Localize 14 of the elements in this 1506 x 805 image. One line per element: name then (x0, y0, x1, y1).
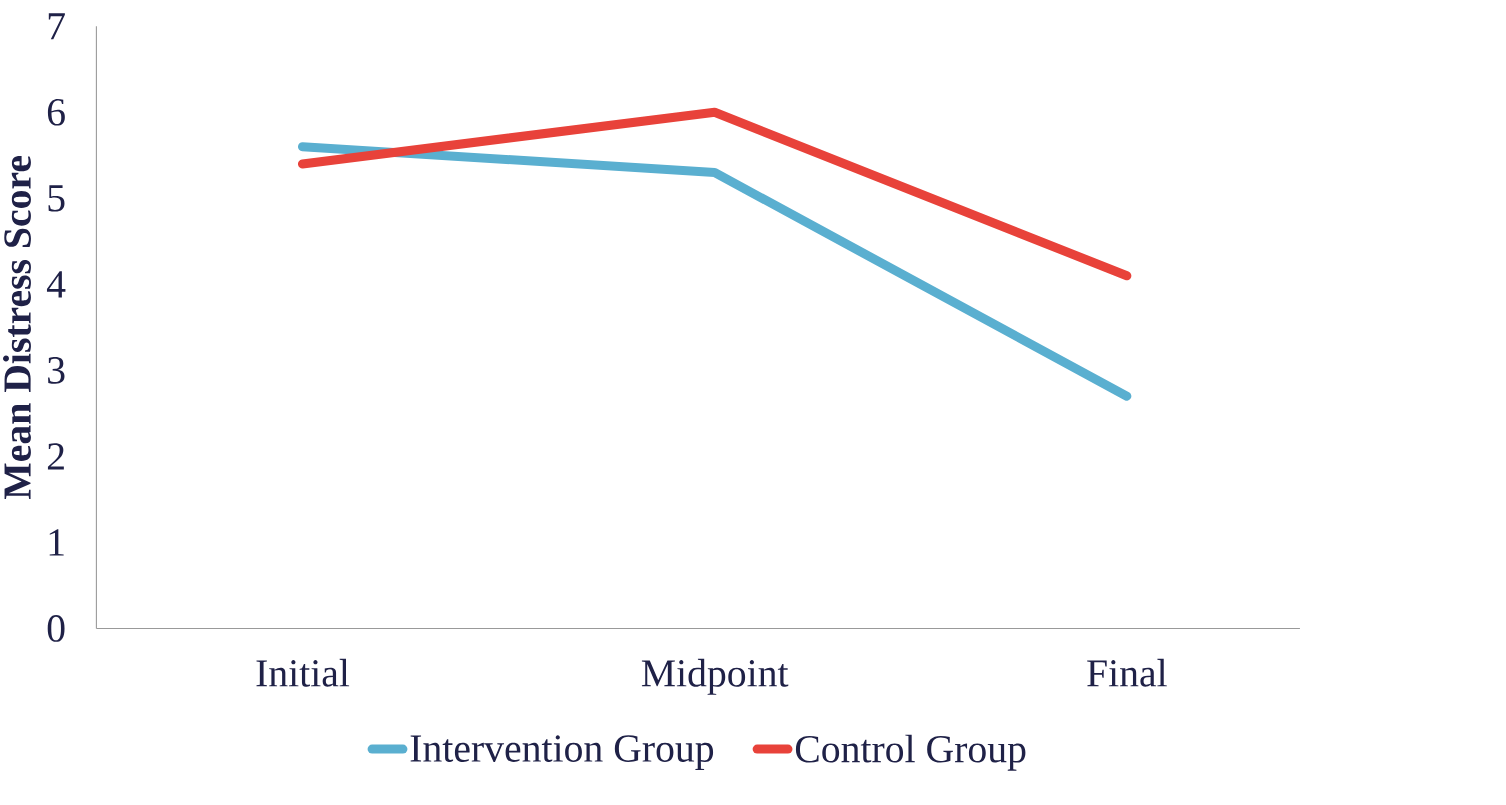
y-tick-label: 3 (48, 357, 65, 384)
x-tick-label: Midpoint (641, 658, 789, 695)
x-tick-label: Initial (256, 658, 350, 687)
legend-label: Control Group (795, 734, 1026, 771)
y-tick-label: 1 (49, 529, 64, 556)
x-tick-label: Final (1087, 658, 1167, 687)
y-tick-label: 2 (47, 443, 64, 470)
y-tick-label: 0 (47, 615, 65, 642)
y-tick-label: 5 (48, 185, 65, 212)
y-tick-label: 7 (48, 13, 65, 40)
legend-label: Intervention Group (410, 735, 714, 770)
y-tick-label: 4 (46, 271, 66, 298)
y-tick-label: 6 (47, 98, 65, 126)
y-axis-title: Mean Distress Score (3, 156, 31, 500)
